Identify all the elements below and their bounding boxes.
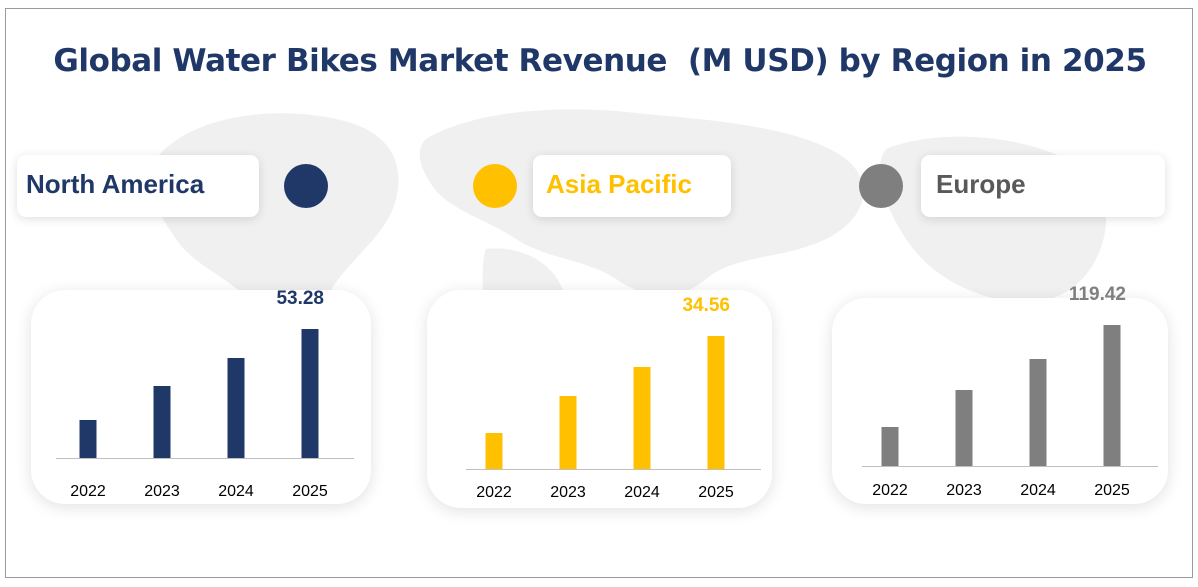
bar-north-america-2022	[79, 420, 97, 458]
bar-chart-europe	[862, 325, 1158, 467]
x-tick-label-europe-2023: 2023	[946, 482, 982, 499]
infographic-frame: Global Water Bikes Market Revenue (M USD…	[5, 8, 1193, 578]
x-tick-label-north-america-2022: 2022	[70, 483, 106, 500]
x-tick-label-north-america-2025: 2025	[292, 483, 328, 500]
region-label-card-north-america: North America	[17, 155, 259, 217]
x-tick-label-europe-2025: 2025	[1094, 482, 1130, 499]
legend-dot-asia-pacific	[473, 164, 517, 208]
bar-europe-2022	[881, 427, 899, 466]
region-label-card-asia-pacific: Asia Pacific	[533, 155, 731, 217]
x-tick-label-asia-pacific-2023: 2023	[550, 484, 586, 501]
x-tick-label-asia-pacific-2024: 2024	[624, 484, 660, 501]
bar-asia-pacific-2025	[707, 336, 725, 469]
region-label-north-america: North America	[26, 169, 205, 199]
bar-asia-pacific-2024	[633, 367, 651, 469]
chart-title: Global Water Bikes Market Revenue (M USD…	[53, 43, 1147, 79]
region-label-asia-pacific: Asia Pacific	[546, 169, 692, 199]
x-tick-label-europe-2022: 2022	[872, 482, 908, 499]
legend-dot-europe	[859, 164, 903, 208]
bar-europe-2025	[1103, 325, 1121, 466]
region-label-card-europe: Europe	[921, 155, 1165, 217]
bar-north-america-2023	[153, 386, 171, 458]
bar-chart-north-america	[56, 329, 354, 459]
data-label-europe-2025: 119.42	[1068, 284, 1126, 305]
x-tick-label-asia-pacific-2022: 2022	[476, 484, 512, 501]
bar-europe-2024	[1029, 359, 1047, 466]
bar-asia-pacific-2022	[485, 433, 503, 469]
bar-asia-pacific-2023	[559, 396, 577, 469]
bar-north-america-2025	[301, 329, 319, 458]
chart-card-asia-pacific: 2022 2023 2024 2025 34.56	[427, 290, 772, 508]
x-tick-label-europe-2024: 2024	[1020, 482, 1056, 499]
data-label-north-america-2025: 53.28	[276, 288, 324, 309]
bar-europe-2023	[955, 390, 973, 466]
region-label-europe: Europe	[936, 169, 1026, 199]
x-tick-label-north-america-2024: 2024	[218, 483, 254, 500]
x-tick-label-asia-pacific-2025: 2025	[698, 484, 734, 501]
bar-chart-asia-pacific	[466, 336, 761, 470]
legend-dot-north-america	[284, 164, 328, 208]
x-tick-label-north-america-2023: 2023	[144, 483, 180, 500]
chart-card-europe: 2022 2023 2024 2025 119.42	[832, 284, 1168, 504]
data-label-asia-pacific-2025: 34.56	[682, 295, 730, 316]
chart-card-north-america: 2022 2023 2024 2025 53.28	[31, 288, 371, 504]
bar-north-america-2024	[227, 358, 245, 458]
